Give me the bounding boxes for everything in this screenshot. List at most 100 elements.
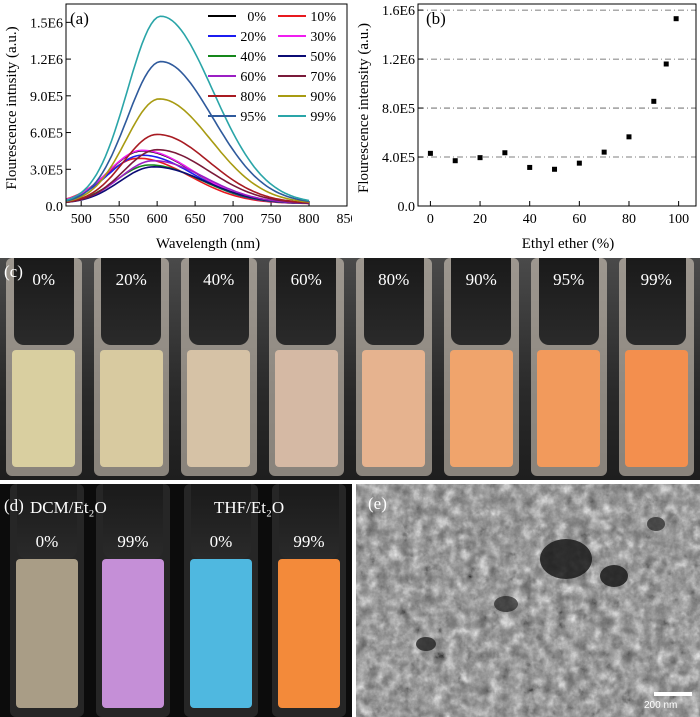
legend-entry: 95% (240, 110, 266, 125)
legend-entry: 20% (240, 30, 266, 45)
cuvette-c-label: 40% (203, 270, 235, 289)
cuvette-cap (626, 258, 687, 346)
cuvette-d-label: 99% (293, 532, 325, 551)
legend-entry: 60% (240, 70, 266, 85)
panel-b-xlabel: Ethyl ether (%) (522, 236, 614, 252)
spectrum-line-60pct (65, 159, 310, 204)
spectrum-line-95pct (65, 60, 310, 202)
cuvette-d-label: 0% (35, 532, 59, 551)
b-xtick-label: 40 (523, 212, 537, 227)
data-point (502, 150, 508, 156)
data-point (552, 166, 558, 172)
a-xtick-label: 750 (261, 212, 282, 227)
panel-d-group2: THF/Et₂O (214, 498, 285, 517)
data-point (452, 158, 458, 164)
legend-entry: 50% (310, 50, 336, 65)
panel-c-photo: 0% 20% 40% 60% 80% 90% 95% 99% (c) (0, 258, 700, 480)
legend-entry: 0% (247, 10, 266, 25)
cuvette-cap (17, 484, 77, 559)
panel-e-sem-image: (e) 200 nm (356, 484, 700, 717)
panel-b-ylabel: Flourescence intensity (a.u.) (356, 23, 372, 193)
scale-bar-label: 200 nm (644, 700, 678, 711)
a-ytick-label: 1.2E6 (30, 53, 63, 68)
data-point (673, 16, 679, 22)
b-xtick-label: 100 (668, 212, 689, 227)
panel-a-label: (a) (70, 9, 89, 28)
cuvette-c-1: 20% (93, 258, 169, 476)
cuvette-liquid (187, 349, 251, 468)
panel-a-chart: (a) Flourescence intnsity (a.u.) Wavelen… (4, 3, 353, 252)
b-ytick-label: 4.0E5 (382, 151, 415, 166)
cuvette-c-7: 99% (618, 258, 694, 476)
cuvette-cap (279, 484, 339, 559)
legend-entry: 99% (310, 110, 336, 125)
data-point (527, 164, 533, 170)
panel-b-label: (b) (426, 9, 446, 28)
cuvette-cap (191, 484, 251, 559)
data-point (626, 134, 632, 140)
data-point (601, 149, 607, 155)
cuvette-c-label: 99% (640, 270, 672, 289)
a-xtick-label: 600 (147, 212, 168, 227)
cuvette-liquid (537, 349, 601, 468)
a-xtick-label: 800 (299, 212, 320, 227)
cuvette-liquid (624, 349, 688, 468)
cuvette-c-label: 90% (465, 270, 497, 289)
spectrum-line-80pct (65, 133, 310, 204)
a-ytick-label: 0.0 (46, 200, 64, 215)
b-xtick-label: 20 (473, 212, 487, 227)
cuvette-d-0: 0% (10, 484, 84, 717)
panel-a-xlabel: Wavelength (nm) (156, 236, 260, 252)
cuvette-liquid (449, 349, 513, 468)
cuvette-c-4: 80% (356, 258, 432, 476)
data-point (663, 61, 669, 67)
cuvette-cap (451, 258, 512, 346)
panel-d-photo: 0% 99% 0% 99% (d) DCM/Et₂O THF/Et₂O (0, 484, 352, 717)
cuvette-d-2: 0% (184, 484, 258, 717)
panel-e-label: (e) (368, 494, 387, 513)
spectrum-line-70pct (65, 148, 310, 204)
b-ytick-label: 1.2E6 (382, 53, 415, 68)
panel-b-frame (417, 3, 697, 207)
cuvette-liquid (189, 558, 253, 708)
cuvette-cap (363, 258, 424, 346)
a-xtick-label: 550 (109, 212, 130, 227)
cuvette-cap (103, 484, 163, 559)
panel-b-chart: Flourescence intensity (a.u.) Ethyl ethe… (356, 3, 697, 252)
cuvette-liquid (101, 558, 165, 708)
b-ytick-label: 0.0 (398, 200, 416, 215)
cuvette-cap (276, 258, 337, 346)
cuvette-cap (13, 258, 74, 346)
data-point (651, 98, 657, 104)
spectrum-line-10pct (65, 157, 310, 205)
a-xtick-label: 700 (223, 212, 244, 227)
legend-entry: 10% (310, 10, 336, 25)
cuvette-c-label: 80% (378, 270, 410, 289)
a-ytick-label: 3.0E5 (30, 163, 63, 178)
cuvette-c-label: 0% (32, 270, 56, 289)
a-xtick-label: 850 (337, 212, 353, 227)
panel-d-label: (d) (4, 496, 24, 515)
panel-a-legend: 0% 10% 20% 30% 40% 50% 60% 70% 80% 90% 95% 99% (208, 10, 336, 125)
panel-d-group1: DCM/Et₂O (30, 498, 107, 517)
cuvette-c-5: 90% (443, 258, 519, 476)
legend-entry: 80% (240, 90, 266, 105)
cuvette-c-label: 95% (553, 270, 585, 289)
cuvette-liquid (15, 558, 79, 708)
b-xtick-label: 0 (427, 212, 434, 227)
a-ytick-label: 6.0E5 (30, 127, 63, 142)
cuvette-d-label: 0% (209, 532, 233, 551)
b-ytick-label: 8.0E5 (382, 102, 415, 117)
cuvette-d-1: 99% (96, 484, 170, 717)
panel-a-ylabel: Flourescence intnsity (a.u.) (4, 26, 20, 189)
legend-entry: 70% (310, 70, 336, 85)
cuvette-c-3: 60% (268, 258, 344, 476)
cuvette-liquid (99, 349, 163, 468)
data-point (477, 155, 483, 161)
spectrum-line-99pct (65, 15, 310, 202)
a-ytick-label: 1.5E6 (30, 16, 63, 31)
cuvette-c-6: 95% (531, 258, 607, 476)
sem-texture (356, 484, 700, 717)
cuvette-c-label: 20% (115, 270, 147, 289)
b-xtick-label: 80 (622, 212, 636, 227)
